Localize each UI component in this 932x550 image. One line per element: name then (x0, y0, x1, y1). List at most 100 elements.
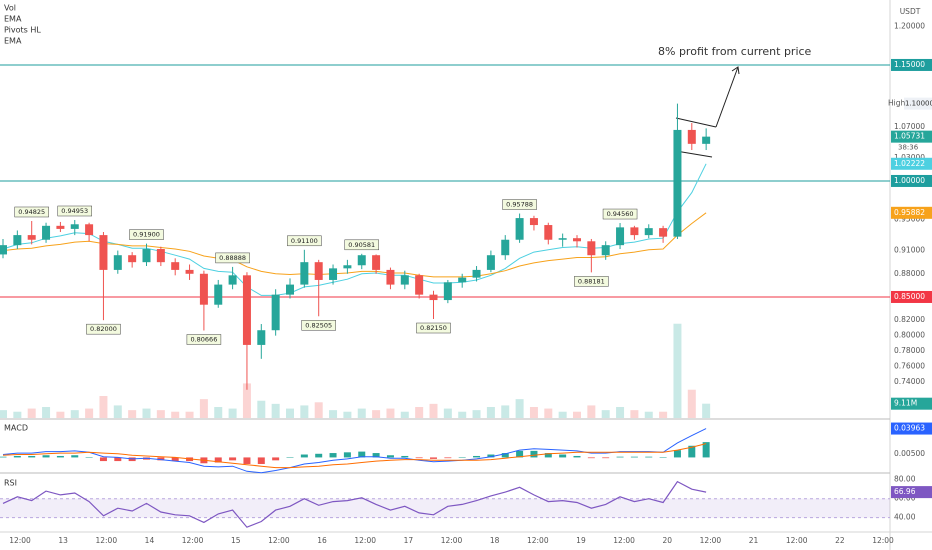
price-tag-label: 0.95882 (894, 208, 925, 217)
macd-histogram-bar (358, 451, 366, 458)
x-tick-label: 16 (317, 536, 327, 545)
candle-body (343, 265, 352, 269)
x-tick-label: 12:00 (95, 536, 117, 545)
macd-histogram-bar (616, 456, 624, 458)
price-tag (891, 174, 932, 187)
volume-bar (400, 411, 409, 418)
candle-body (300, 262, 309, 285)
x-tick-label: 12:00 (613, 536, 635, 545)
price-tag (891, 58, 932, 71)
volume-bar (13, 411, 22, 418)
volume-bar (185, 411, 194, 418)
candle-body (400, 275, 409, 285)
legend-entry: EMA (4, 37, 22, 46)
pivot-label-box (344, 239, 379, 251)
volume-bar (687, 389, 696, 418)
macd-histogram-bar (473, 455, 481, 458)
candle-body (113, 255, 122, 270)
candle-body (0, 245, 7, 255)
volume-bar (573, 411, 581, 418)
y-tick-label: 0.00500 (894, 449, 925, 458)
y-tick-label: 0.78000 (894, 346, 925, 355)
y-tick-label: 80.00 (894, 475, 916, 484)
price-tag (891, 486, 932, 499)
volume-bar (27, 408, 36, 418)
macd-histogram-bar (630, 456, 638, 458)
candle-body (13, 235, 22, 246)
candle-body (128, 255, 137, 263)
volume-bar (544, 408, 553, 418)
price-tag-label: 0.85000 (894, 292, 925, 301)
x-tick-label: 12:00 (786, 536, 808, 545)
y-tick-label: 1.20000 (894, 21, 925, 30)
price-tag-label: 1.05731 (894, 132, 925, 141)
volume-bar (558, 411, 567, 418)
macd-histogram-bar (300, 454, 308, 458)
macd-histogram-bar (587, 457, 595, 459)
target-arrow (715, 66, 739, 128)
price-tag-label: 1.00000 (894, 176, 925, 185)
candle-body (372, 255, 381, 270)
x-tick-label: 20 (662, 536, 672, 545)
candle-body (472, 269, 481, 278)
candle-body (271, 294, 280, 331)
volume-bar (56, 411, 65, 418)
volume-bar (673, 323, 682, 418)
volume-bar (472, 410, 481, 418)
candle-body (257, 330, 266, 345)
y-tick-label: 0.88000 (894, 269, 925, 278)
y-tick-label: 0.74000 (894, 377, 925, 386)
volume-bar (85, 408, 94, 418)
candle-body (171, 262, 180, 270)
y-tick-label: 0.76000 (894, 362, 925, 371)
candle-body (56, 225, 65, 229)
candle-body (329, 268, 338, 280)
macd-histogram-bar (372, 453, 380, 458)
candle-body (673, 129, 682, 237)
macd-histogram-bar (257, 457, 265, 464)
macd-histogram-bar (99, 457, 107, 462)
volume-bar (601, 410, 610, 418)
y-tick-label: 0.82000 (894, 315, 925, 324)
macd-histogram-bar (645, 456, 653, 458)
y-tick-label: 0.91000 (894, 246, 925, 255)
macd-histogram-bar (401, 455, 409, 458)
y-tick-label: 1.07000 (894, 122, 925, 131)
macd-histogram-bar (42, 455, 50, 458)
y-tick-label: 0.95000 (894, 215, 925, 224)
macd-histogram-bar (544, 453, 552, 458)
legend-entry: Vol (4, 4, 16, 13)
price-tag-label: 1.15000 (894, 60, 925, 69)
volume-bar (42, 407, 51, 418)
volume-bar (702, 403, 711, 418)
panel-title: MACD (4, 424, 28, 433)
price-tag (891, 206, 932, 219)
macd-histogram-bar (229, 457, 237, 461)
countdown: 38:36 (898, 144, 919, 152)
x-tick-label: 12:00 (9, 536, 31, 545)
pivot-label: 0.95788 (506, 201, 533, 209)
candle-body (458, 277, 467, 283)
candle-body (70, 224, 79, 229)
macd-histogram-bar (0, 456, 7, 458)
y-tick-label: 60.00 (894, 494, 916, 503)
candle-body (386, 269, 395, 285)
x-tick-label: 17 (404, 536, 414, 545)
price-tag (891, 422, 932, 435)
volume-bar (214, 407, 223, 418)
volume-bar (415, 407, 424, 418)
rsi-line (2, 480, 707, 528)
pivot-label: 0.94560 (607, 210, 634, 218)
arrow-head (731, 66, 740, 75)
candle-body (501, 239, 510, 256)
macd-histogram-bar (13, 455, 21, 458)
pivot-label-box (57, 205, 92, 217)
candle-body (357, 255, 366, 266)
volume-bar (171, 411, 180, 418)
volume-bar (630, 410, 639, 418)
pivot-label: 0.82505 (305, 321, 332, 329)
macd-line (2, 443, 707, 469)
x-tick-label: 14 (145, 536, 155, 545)
